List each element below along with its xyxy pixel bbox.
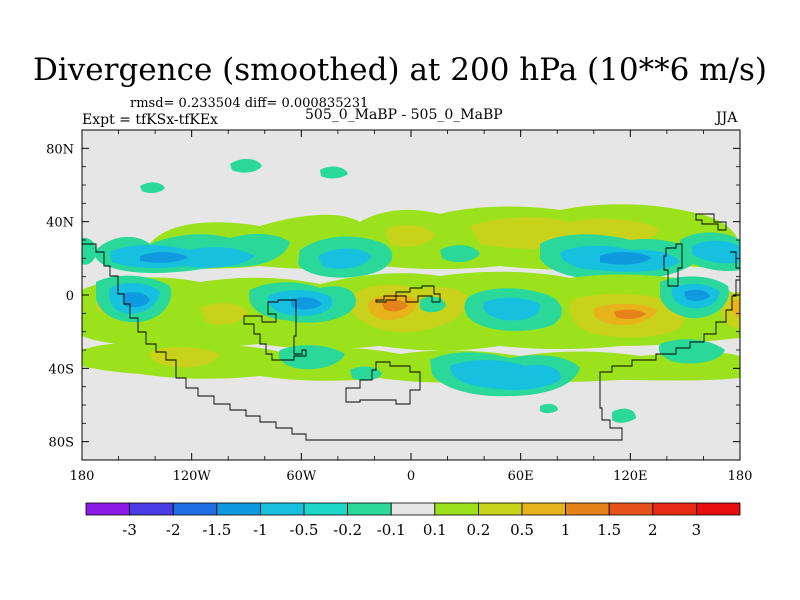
colorbar-label: 0.2 [466,521,490,539]
lat-tick-label: 40N [46,216,74,231]
colorbar-label: -1.5 [202,521,231,539]
negative-region [540,403,558,414]
lon-tick-label: 180 [728,469,753,484]
negative-region [290,297,322,310]
colorbar-box [303,502,348,516]
lon-tick-label: 60W [286,469,317,484]
colorbar-label: 1.5 [597,521,621,539]
outline-antarctic-peninsula [345,361,421,405]
positive-region [385,225,435,247]
positive-region [149,346,220,368]
negative-region [684,289,710,301]
lon-tick-label: 60E [508,469,534,484]
colorbar-label: -0.5 [290,521,319,539]
latitude-axis: 80N 40N 0 40S 80S [46,129,740,461]
negative-region [318,248,372,269]
season-label: JJA [716,110,738,126]
colorbar-label: -0.1 [377,521,406,539]
negative-region [450,360,561,390]
lat-tick-label: 80N [46,142,74,157]
lon-tick-label: 0 [407,469,415,484]
outline-africa [375,285,441,303]
positive-region [614,309,646,319]
lat-tick-label: 80S [49,436,74,451]
continent-outlines [82,213,740,441]
colorbar-label: -0.2 [333,521,362,539]
colorbar-box [565,502,610,516]
negative-region [320,166,348,179]
colorbar-box [129,502,174,516]
colorbar-label: -3 [122,521,137,539]
colorbar-labels: -3 -2 -1.5 -1 -0.5 -0.2 -0.1 0.1 0.2 0.5 1 1.5 2 3 [122,521,701,539]
colorbar-box [259,502,305,516]
colorbar-box [696,502,741,516]
longitude-axis: 180 120W 60W 0 60E 120E 180 [70,130,753,484]
colorbar-box [434,502,479,516]
colorbar-box [652,502,697,516]
lon-tick-label: 120W [173,469,212,484]
equatorial-band [82,271,740,351]
colorbar-box [521,502,566,516]
positive-region [382,300,408,312]
outline-pacific-islands [730,251,740,269]
colorbar-box [172,502,218,516]
positive-region [200,303,248,325]
outline-america [82,243,740,441]
plot-title: Divergence (smoothed) at 200 hPa (10**6 … [33,52,767,88]
negative-region [483,297,541,321]
colorbar-box [608,502,654,516]
negative-region [612,408,636,423]
negative-region [278,345,345,370]
colorbar-label: 0.1 [423,521,447,539]
colorbar-label: 0.5 [510,521,534,539]
colorbar-box [85,502,130,516]
outline-east-asia [663,243,683,287]
rmsd-diff-stats: rmsd= 0.233504 diff= 0.000835231 [130,96,369,111]
negative-region [440,245,480,263]
negative-region [230,158,262,173]
negative-region [140,182,165,193]
colorbar-box [347,502,392,516]
negative-region [600,252,652,265]
negative-region [122,292,150,308]
negative-region [140,251,188,263]
colorbar-label: -2 [166,521,181,539]
outline-south-america [243,299,307,361]
negative-region [658,339,725,364]
divergence-field [81,129,741,461]
negative-region [692,240,740,264]
experiment-label: Expt = tfKSx-tfKEx [82,112,218,128]
colorbar-label: 2 [648,521,658,539]
outline-asia [695,213,727,231]
case-label: 505_0_MaBP - 505_0_MaBP [305,107,503,123]
colorbar-label: 1 [561,521,571,539]
lon-tick-label: 120E [613,469,647,484]
colorbar-label: 3 [692,521,702,539]
colorbar-box [390,502,436,516]
north-band [82,158,740,280]
colorbar-box [216,502,261,516]
negative-region [420,296,446,313]
colorbar-boxes [85,502,741,516]
lat-tick-label: 40S [49,362,74,377]
lon-tick-label: 180 [70,469,95,484]
colorbar-label: -1 [253,521,268,539]
colorbar-box [477,502,523,516]
lat-tick-label: 0 [66,289,74,304]
south-band [82,339,740,423]
